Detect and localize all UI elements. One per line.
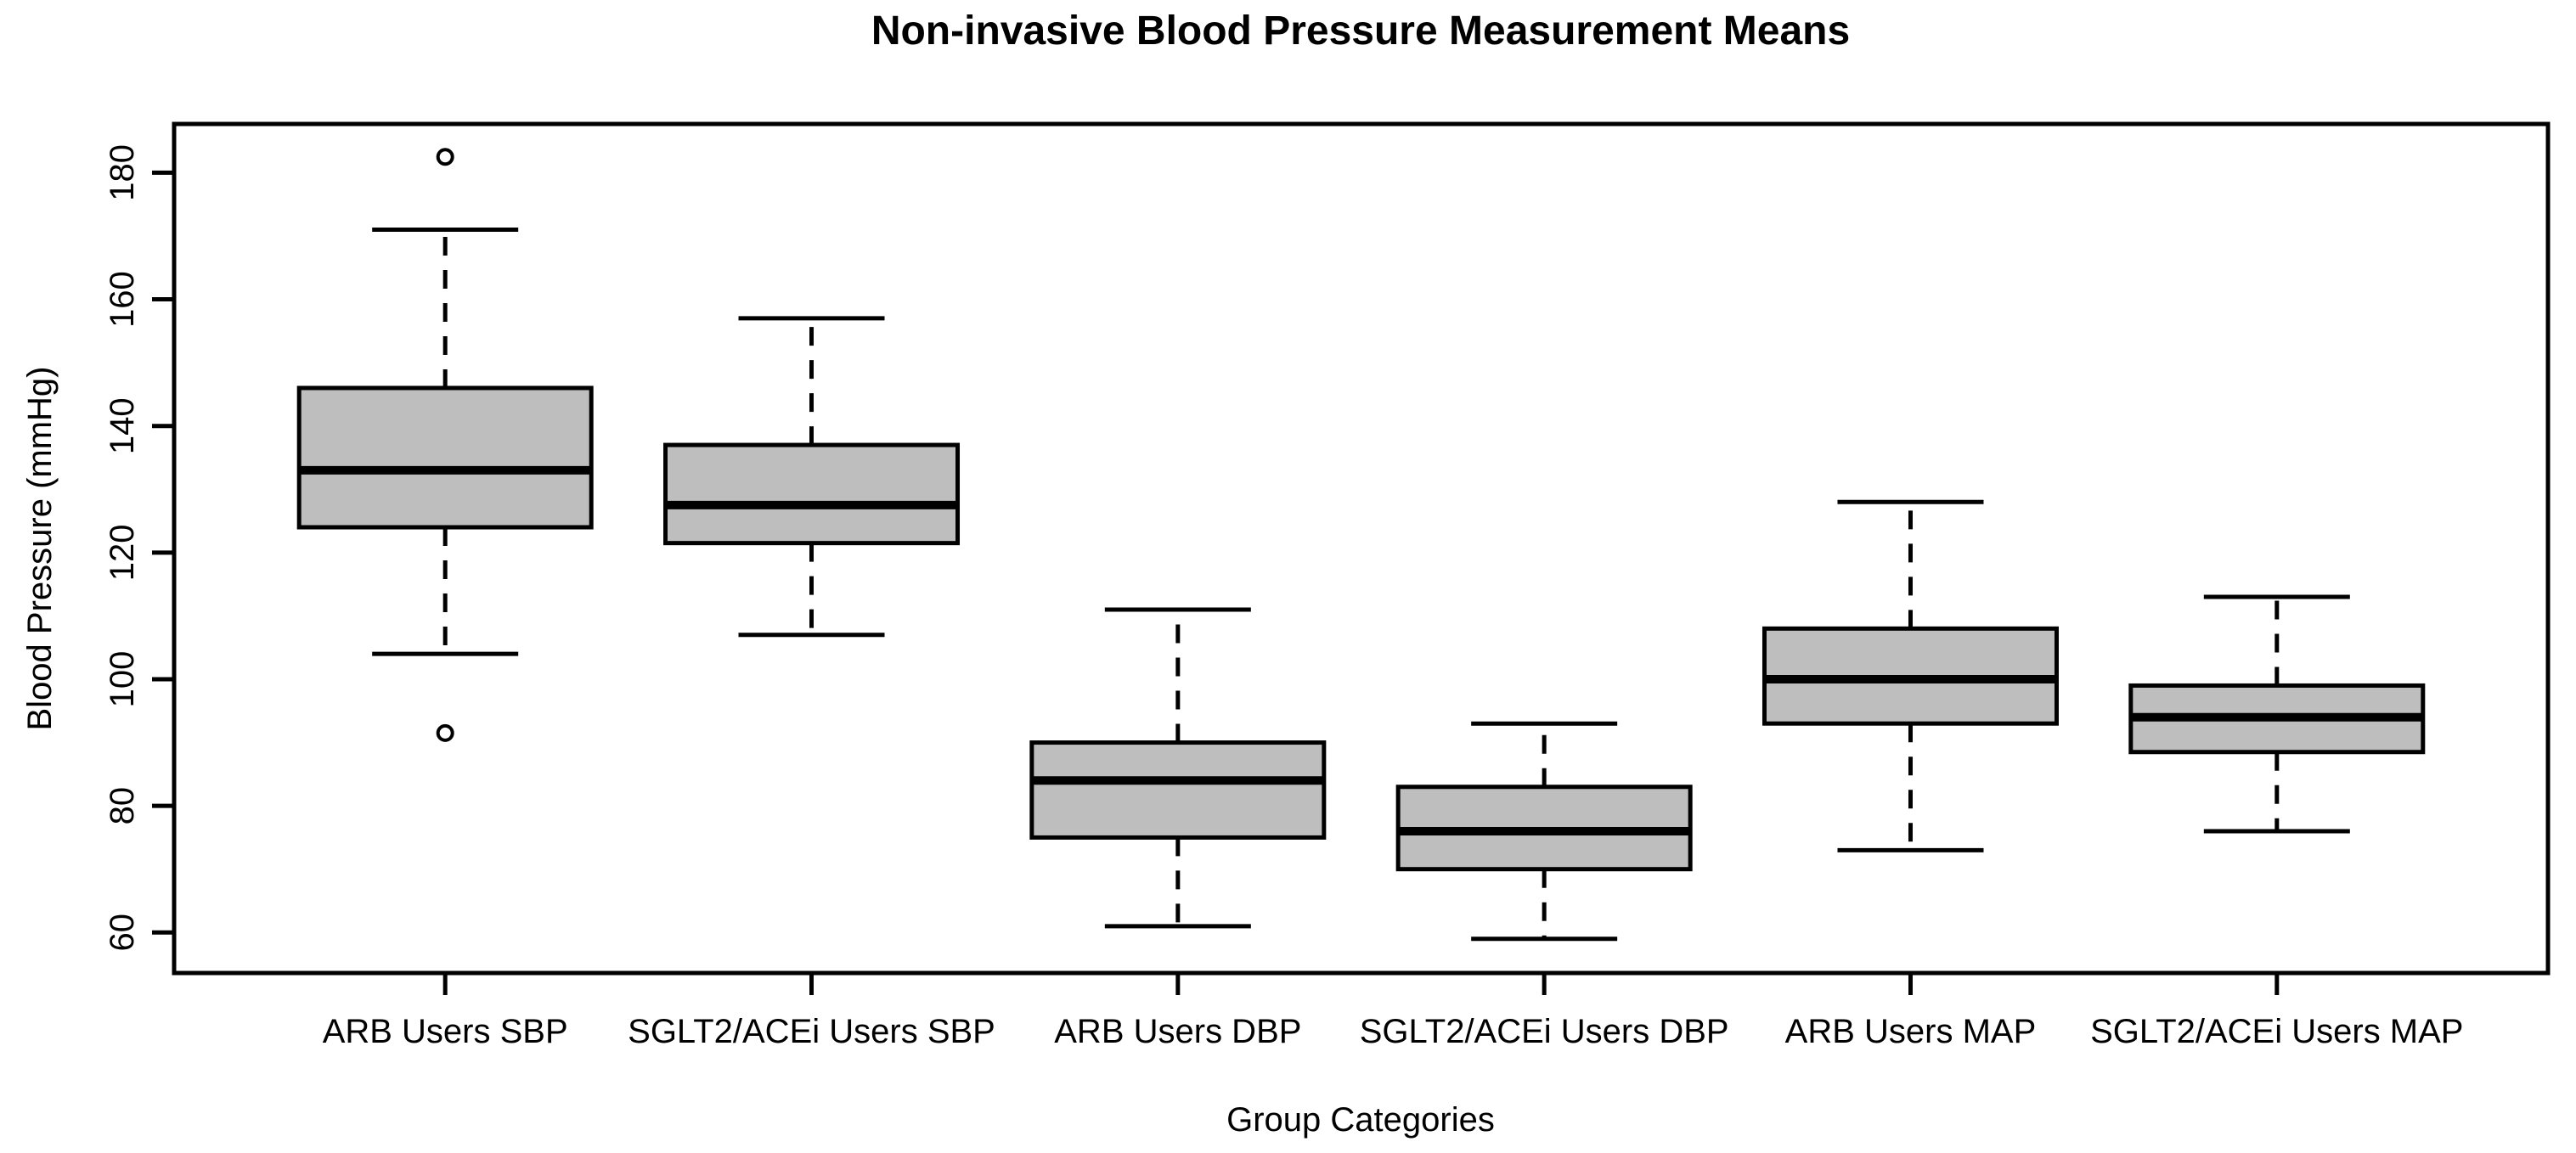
x-axis-label: Group Categories — [1226, 1101, 1495, 1139]
plot-border — [172, 121, 2551, 976]
iqr-box — [1029, 740, 1327, 840]
plot-content: 60 80 100 120 140 160 180 ARB Users SBP SGLT2/AC… — [104, 144, 2463, 1050]
box-group-3 — [1029, 607, 1327, 929]
y-tick-label: 60 — [104, 914, 141, 952]
outlier-point — [436, 148, 454, 166]
x-tick-label: SGLT2/ACEi Users MAP — [2090, 1013, 2463, 1050]
y-tick-label: 140 — [104, 397, 141, 454]
iqr-box — [663, 442, 961, 546]
x-tick-label: SGLT2/ACEi Users DBP — [1360, 1013, 1729, 1050]
box-group-2 — [663, 316, 961, 638]
iqr-box — [296, 385, 594, 530]
box-group-6 — [2128, 594, 2426, 834]
outlier-point — [436, 723, 454, 742]
x-tick-label: ARB Users SBP — [323, 1013, 568, 1050]
chart-title: Non-invasive Blood Pressure Measurement … — [871, 8, 1850, 53]
x-tick-label: ARB Users MAP — [1785, 1013, 2037, 1050]
y-tick-label: 100 — [104, 651, 141, 708]
x-tick-label: SGLT2/ACEi Users SBP — [628, 1013, 995, 1050]
x-tick-label: ARB Users DBP — [1054, 1013, 1301, 1050]
y-tick-label: 120 — [104, 524, 141, 581]
box-group-5 — [1761, 499, 2059, 852]
box-group-1 — [296, 148, 594, 742]
y-tick-label: 80 — [104, 787, 141, 825]
y-tick-label: 180 — [104, 144, 141, 201]
y-tick-label: 160 — [104, 271, 141, 328]
y-axis-label: Blood Pressure (mmHg) — [21, 366, 59, 730]
box-group-4 — [1395, 721, 1693, 942]
